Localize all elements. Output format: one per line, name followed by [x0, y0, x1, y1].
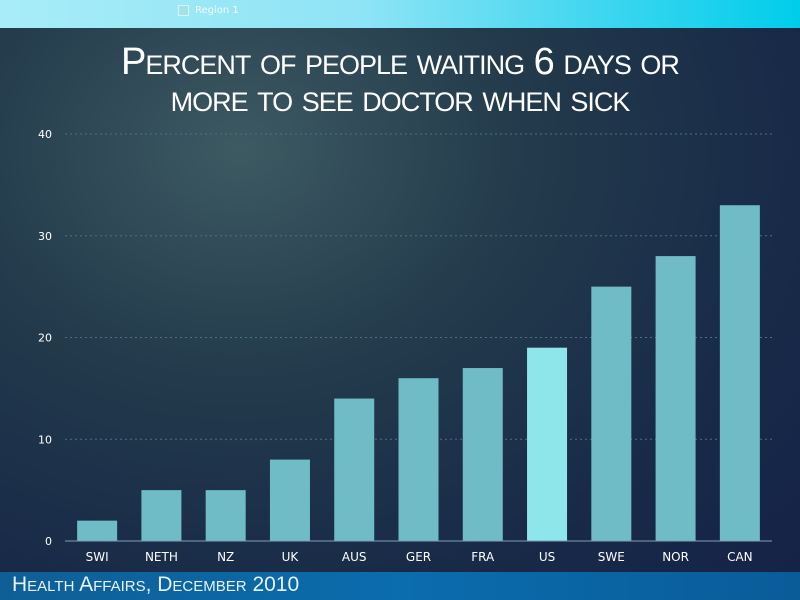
x-tick-label: UK: [282, 550, 300, 564]
footer-band: Health Affairs, December 2010: [0, 572, 800, 600]
y-tick-label: 20: [38, 332, 52, 345]
checkbox-icon[interactable]: [178, 5, 189, 16]
top-band: Region 1: [0, 0, 800, 28]
x-tick-label: GER: [406, 550, 431, 564]
bar-uk: [269, 459, 310, 541]
x-tick-label: AUS: [342, 550, 367, 564]
bar-fra: [462, 368, 503, 541]
chart-title-line-1: Percent of people waiting 6 days or: [121, 41, 680, 83]
x-tick-label: FRA: [471, 550, 495, 564]
source-caption: Health Affairs, December 2010: [12, 573, 300, 596]
bar-aus: [334, 398, 375, 541]
bar-ger: [398, 378, 439, 541]
bar-swi: [77, 520, 118, 541]
x-tick-label: NOR: [662, 550, 689, 564]
x-tick-label: SWE: [598, 550, 625, 564]
region-label: Region 1: [195, 5, 239, 16]
bar-us: [527, 347, 568, 541]
x-tick-label: NZ: [217, 550, 234, 564]
y-tick-label: 0: [45, 535, 52, 548]
y-tick-label: 40: [38, 128, 52, 141]
x-tick-label: SWI: [86, 550, 109, 564]
bar-neth: [141, 490, 182, 541]
bar-swe: [591, 286, 632, 541]
chart-title-line-2: more to see doctor when sick: [170, 78, 631, 120]
bar-nz: [205, 490, 246, 541]
chart-title: Percent of people waiting 6 days or more…: [0, 41, 800, 120]
y-tick-label: 10: [38, 433, 52, 446]
region-checkbox[interactable]: Region 1: [178, 5, 239, 16]
x-tick-label: CAN: [727, 550, 753, 564]
y-tick-label: 30: [38, 230, 52, 243]
bar-can: [719, 205, 760, 541]
bar-nor: [655, 256, 696, 541]
x-tick-label: NETH: [145, 550, 178, 564]
x-tick-label: US: [539, 550, 555, 564]
